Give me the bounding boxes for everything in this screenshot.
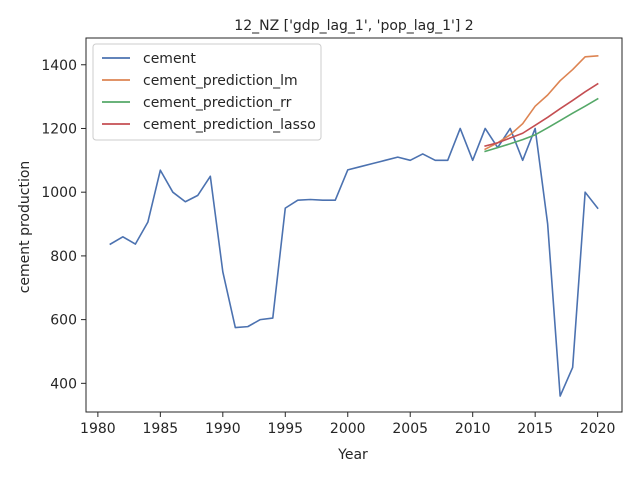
x-tick-label: 2020 — [580, 421, 616, 437]
chart-title: 12_NZ ['gdp_lag_1', 'pop_lag_1'] 2 — [234, 18, 473, 34]
series-line-cement-prediction-lm — [484, 54, 599, 151]
series-line-cement — [109, 127, 599, 397]
y-tick-label: 800 — [50, 249, 77, 265]
legend-label: cement_prediction_lm — [143, 73, 298, 89]
series-line-cement-prediction-lasso — [484, 82, 599, 147]
plot-lines — [109, 54, 599, 397]
x-tick-label: 2005 — [392, 421, 428, 437]
y-tick-label: 400 — [50, 376, 77, 392]
legend-label: cement_prediction_rr — [143, 95, 292, 111]
x-tick-label: 1995 — [267, 421, 303, 437]
x-tick-label: 1980 — [80, 421, 116, 437]
y-axis-label: cement production — [17, 161, 33, 294]
x-tick-label: 2015 — [517, 421, 553, 437]
x-tick-label: 1990 — [205, 421, 241, 437]
legend-box — [92, 43, 322, 141]
y-tick-label: 600 — [50, 313, 77, 329]
legend-label: cement_prediction_lasso — [143, 117, 316, 133]
plot-frame — [85, 37, 623, 413]
y-tick-label: 1200 — [41, 121, 77, 137]
legend-label: cement — [143, 51, 196, 67]
y-tick-label: 1400 — [41, 58, 77, 74]
y-tick-label: 1000 — [41, 185, 77, 201]
series-line-cement-prediction-rr — [484, 97, 599, 153]
axes: 1980 1985 1990 1995 2000 2005 2010 2015 2020 400 6… — [41, 37, 623, 437]
legend: cement cement_prediction_lm cement_predict… — [92, 43, 322, 141]
x-tick-label: 1985 — [143, 421, 179, 437]
x-axis-label: Year — [337, 447, 368, 463]
x-tick-label: 2010 — [455, 421, 491, 437]
x-tick-label: 2000 — [330, 421, 366, 437]
